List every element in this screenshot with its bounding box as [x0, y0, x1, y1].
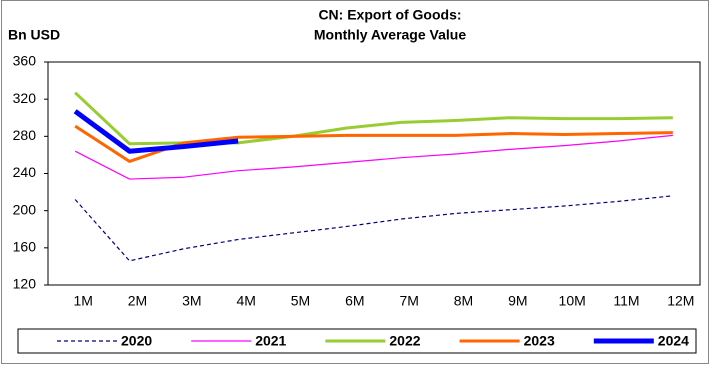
series-line	[73, 109, 239, 154]
frame	[1, 0, 709, 364]
y-tick-label: 240	[13, 164, 37, 180]
x-tick-label: 3M	[182, 293, 201, 309]
legend-label: 2020	[121, 333, 152, 349]
x-tick-label: 8M	[454, 293, 473, 309]
x-tick-label: 5M	[291, 293, 310, 309]
y-tick-label: 120	[13, 276, 37, 292]
x-tick-label: 7M	[399, 293, 418, 309]
chart-title: Monthly Average Value	[314, 27, 466, 43]
legend-label: 2024	[658, 333, 689, 349]
legend-label: 2023	[524, 333, 555, 349]
x-tick-label: 10M	[559, 293, 586, 309]
x-tick-label: 6M	[345, 293, 364, 309]
x-tick-label: 2M	[128, 293, 147, 309]
y-tick-label: 160	[13, 239, 37, 255]
x-tick-label: 1M	[73, 293, 92, 309]
y-tick-label: 280	[13, 127, 37, 143]
legend-label: 2022	[389, 333, 420, 349]
x-tick-label: 12M	[667, 293, 694, 309]
legend-label: 2021	[255, 333, 286, 349]
x-tick-label: 9M	[508, 293, 527, 309]
y-tick-label: 200	[13, 201, 37, 217]
x-tick-label: 11M	[613, 293, 639, 309]
series-line	[74, 134, 673, 180]
series-line	[74, 195, 673, 262]
y-tick-label: 360	[13, 53, 37, 69]
y-tick-label: 320	[13, 90, 37, 106]
x-tick-label: 4M	[236, 293, 255, 309]
y-axis-label: Bn USD	[8, 27, 60, 43]
chart-title: CN: Export of Goods:	[318, 7, 461, 23]
series-line	[74, 91, 673, 146]
